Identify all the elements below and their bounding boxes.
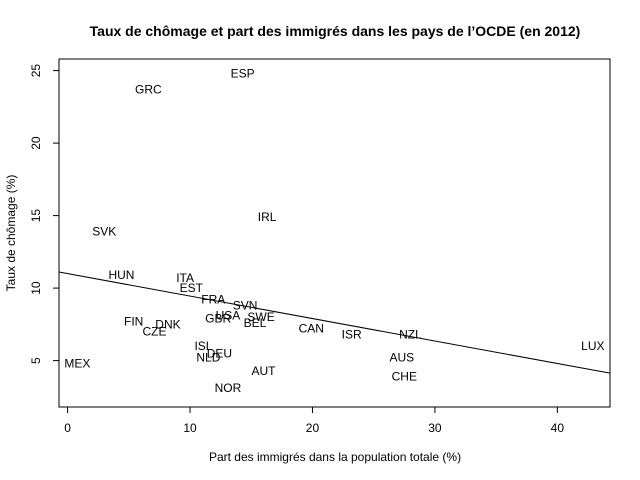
point-label-dnk: DNK <box>155 317 180 331</box>
point-label-nzl: NZL <box>399 328 422 342</box>
y-tick-label: 20 <box>29 136 43 150</box>
point-label-ita: ITA <box>176 271 194 285</box>
point-label-lux: LUX <box>581 339 604 353</box>
point-label-mex: MEX <box>64 357 90 371</box>
point-label-aut: AUT <box>251 364 276 378</box>
y-axis-label: Taux de chômage (%) <box>4 175 18 292</box>
point-label-isl: ISL <box>194 339 212 353</box>
point-label-grc: GRC <box>135 82 162 96</box>
x-tick-label: 20 <box>306 421 320 435</box>
plot-area-frame <box>58 58 611 408</box>
point-label-bel: BEL <box>244 316 267 330</box>
point-label-svk: SVK <box>92 225 116 239</box>
point-label-fra: FRA <box>201 293 225 307</box>
x-axis: 0 10 20 30 40 <box>64 407 564 435</box>
chart-title: Taux de chômage et part des immigrés dan… <box>90 23 581 39</box>
y-tick-label: 5 <box>29 357 43 364</box>
point-label-swe: SWE <box>247 310 274 324</box>
point-label-irl: IRL <box>258 210 277 224</box>
point-label-nld: NLD <box>196 351 220 365</box>
x-axis-label: Part des immigrés dans la population tot… <box>209 450 461 464</box>
regression-line <box>58 271 611 374</box>
point-label-hun: HUN <box>108 268 134 282</box>
point-label-isr: ISR <box>342 328 362 342</box>
point-label-gbr: GBR <box>205 312 231 326</box>
y-tick-label: 15 <box>29 209 43 223</box>
point-label-est: EST <box>180 281 204 295</box>
point-label-cze: CZE <box>143 325 167 339</box>
regression-line-group <box>58 271 611 374</box>
x-tick-label: 0 <box>64 421 71 435</box>
point-label-aus: AUS <box>390 351 415 365</box>
point-label-can: CAN <box>299 322 324 336</box>
point-label-usa: USA <box>216 309 241 323</box>
y-tick-label: 25 <box>29 64 43 78</box>
y-tick-label: 10 <box>29 281 43 295</box>
point-label-esp: ESP <box>231 67 255 81</box>
y-axis: 5 10 15 20 25 <box>29 64 59 364</box>
point-label-svn: SVN <box>233 299 258 313</box>
x-tick-label: 10 <box>183 421 197 435</box>
point-label-nor: NOR <box>215 381 242 395</box>
x-tick-label: 30 <box>428 421 442 435</box>
point-label-che: CHE <box>392 370 417 384</box>
point-label-deu: DEU <box>207 346 232 360</box>
point-label-fin: FIN <box>124 314 143 328</box>
x-tick-label: 40 <box>551 421 565 435</box>
